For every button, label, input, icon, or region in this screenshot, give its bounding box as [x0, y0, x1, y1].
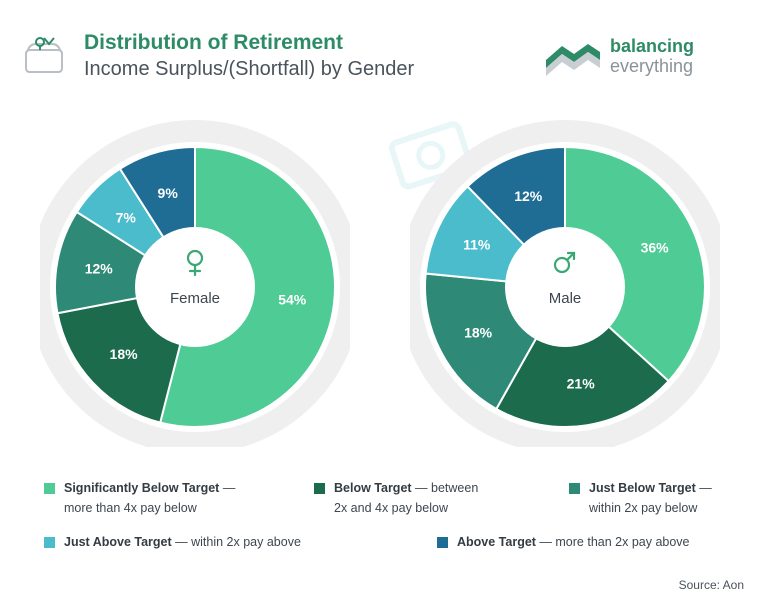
legend-item-just-above: Just Above Target — within 2x pay above [44, 532, 364, 552]
outer-ring [410, 120, 720, 447]
center-label: Male [549, 290, 582, 307]
slice-label-just-below: 12% [85, 261, 114, 277]
slice-label-above: 12% [514, 188, 543, 204]
legend-desc: within 2x pay below [589, 501, 698, 515]
legend-desc: — between [411, 481, 479, 495]
legend-desc: — [219, 481, 236, 495]
legend-desc: more than 4x pay below [64, 501, 197, 515]
legend-desc: — within 2x pay above [171, 535, 301, 549]
female-donut-chart: 54% 18% 12% 7% 9% Female [40, 117, 350, 447]
donut-hole [505, 227, 625, 347]
brand-tagline: everything [610, 56, 694, 76]
slice-label-significantly-below: 36% [641, 239, 670, 255]
balancing-everything-logo [546, 44, 600, 76]
legend-item-just-below: Just Below Target — within 2x pay below [569, 478, 749, 518]
legend-swatch [44, 537, 55, 548]
legend-label: Below Target [334, 481, 412, 495]
legend-label: Significantly Below Target [64, 481, 220, 495]
legend-swatch [314, 483, 325, 494]
legend-desc: — more than 2x pay above [535, 535, 690, 549]
legend-desc: 2x and 4x pay below [334, 501, 448, 515]
center-label: Female [170, 290, 220, 307]
outer-ring [40, 120, 350, 447]
legend-item-above: Above Target — more than 2x pay above [437, 532, 747, 552]
brand: balancing everything [544, 36, 722, 80]
header: Distribution of Retirement Income Surplu… [22, 28, 746, 84]
slice-label-below: 21% [567, 376, 596, 392]
chart-subtitle: Income Surplus/(Shortfall) by Gender [84, 58, 415, 80]
slice-label-above: 9% [158, 185, 179, 201]
legend-item-significantly-below: Significantly Below Target — more than 4… [44, 478, 284, 518]
legend: Significantly Below Target — more than 4… [0, 470, 768, 580]
wallet-icon [25, 37, 63, 73]
male-symbol-icon [553, 251, 576, 274]
male-donut-svg: 36% 21% 18% 11% 12% Male [410, 120, 720, 447]
female-donut-svg: 54% 18% 12% 7% 9% Female [40, 120, 350, 447]
slice-label-just-above: 11% [463, 236, 491, 252]
donut-hole [135, 227, 255, 347]
slice-label-significantly-below: 54% [278, 291, 307, 307]
legend-label: Just Above Target [64, 535, 172, 549]
brand-name: balancing [610, 36, 695, 56]
female-symbol-icon [186, 249, 204, 277]
slice-label-below: 18% [110, 346, 139, 362]
chart-title: Distribution of Retirement [84, 31, 344, 54]
legend-swatch [569, 483, 580, 494]
slice-label-just-above: 7% [116, 210, 137, 226]
source-note: Source: Aon [678, 578, 744, 592]
legend-swatch [44, 483, 55, 494]
legend-label: Just Below Target [589, 481, 696, 495]
money-watermark-icon [388, 121, 473, 190]
slice-label-just-below: 18% [464, 324, 493, 340]
legend-item-below: Below Target — between 2x and 4x pay belo… [314, 478, 514, 518]
legend-swatch [437, 537, 448, 548]
legend-desc: — [695, 481, 712, 495]
male-donut-chart: 36% 21% 18% 11% 12% Male [410, 117, 720, 447]
legend-label: Above Target [457, 535, 536, 549]
